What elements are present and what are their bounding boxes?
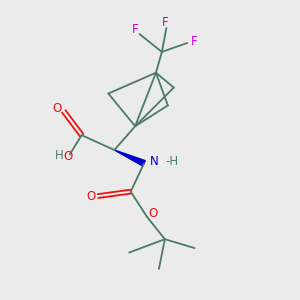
Text: O: O xyxy=(64,150,73,163)
Text: O: O xyxy=(148,207,158,220)
Text: F: F xyxy=(132,23,139,36)
Text: F: F xyxy=(161,16,168,29)
Text: O: O xyxy=(87,190,96,203)
Text: O: O xyxy=(52,102,62,115)
Text: N: N xyxy=(149,155,158,168)
Polygon shape xyxy=(114,150,145,166)
Text: -H: -H xyxy=(166,155,178,168)
Text: F: F xyxy=(190,35,197,48)
Text: H: H xyxy=(55,149,64,162)
